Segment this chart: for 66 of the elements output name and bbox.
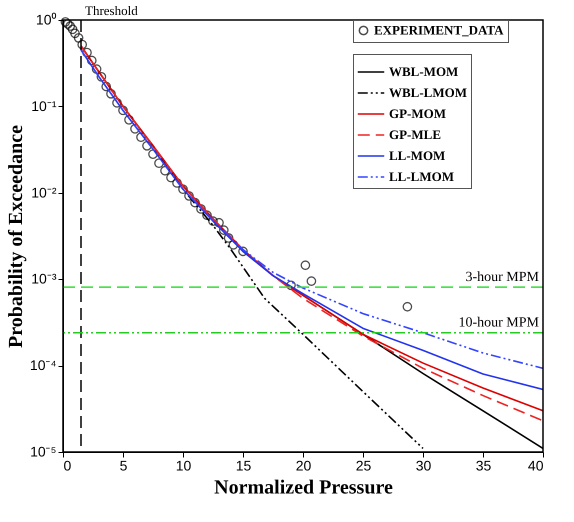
point bbox=[96, 72, 106, 82]
legend-label: GP-MOM bbox=[389, 106, 446, 121]
x-tick-label: 0 bbox=[64, 458, 72, 474]
point bbox=[228, 240, 238, 250]
y-tick-label: 10⁻¹ bbox=[31, 98, 57, 114]
x-tick-label: 25 bbox=[356, 458, 372, 474]
point bbox=[74, 33, 84, 43]
point bbox=[118, 106, 128, 116]
point bbox=[130, 124, 140, 134]
ref-line-label: 3-hour MPM bbox=[465, 270, 540, 286]
legend-label: GP-MLE bbox=[389, 127, 441, 142]
y-tick-label: 10⁻⁵ bbox=[30, 444, 56, 460]
x-axis-title: Normalized Pressure bbox=[214, 476, 393, 498]
ref-line-label: Threshold bbox=[85, 3, 138, 18]
y-tick-label: 10⁻⁴ bbox=[30, 357, 56, 374]
x-tick-label: 5 bbox=[120, 458, 128, 474]
point bbox=[92, 64, 102, 74]
point bbox=[300, 260, 310, 270]
point bbox=[106, 88, 116, 99]
point bbox=[148, 149, 158, 159]
point bbox=[306, 276, 316, 286]
point bbox=[142, 140, 152, 151]
point bbox=[86, 56, 97, 66]
point bbox=[208, 216, 218, 226]
point bbox=[124, 114, 134, 125]
legend-label: LL-LMOM bbox=[389, 169, 454, 184]
point bbox=[112, 98, 122, 108]
point bbox=[218, 225, 229, 235]
point bbox=[160, 166, 170, 176]
point bbox=[224, 233, 234, 243]
x-tick-label: 30 bbox=[416, 458, 432, 474]
point bbox=[154, 158, 164, 168]
point bbox=[196, 204, 206, 214]
x-tick-label: 40 bbox=[528, 458, 544, 474]
point bbox=[172, 178, 182, 188]
legend-label: EXPERIMENT_DATA bbox=[374, 22, 504, 38]
point bbox=[214, 218, 224, 228]
point bbox=[60, 17, 70, 27]
point bbox=[238, 246, 248, 256]
point bbox=[65, 21, 76, 31]
ref-line-label: 10-hour MPM bbox=[458, 316, 540, 331]
x-tick-label: 15 bbox=[236, 458, 252, 474]
point bbox=[166, 172, 176, 182]
x-tick-label: 20 bbox=[296, 458, 312, 474]
point bbox=[402, 302, 412, 312]
x-tick-label: 10 bbox=[176, 458, 192, 474]
legend-label: WBL-LMOM bbox=[389, 85, 467, 100]
point bbox=[101, 82, 112, 92]
point bbox=[190, 198, 200, 208]
point bbox=[178, 184, 188, 194]
y-axis-title: Probability of Exceedance bbox=[4, 124, 27, 348]
x-tick-label: 35 bbox=[476, 458, 492, 474]
point bbox=[77, 40, 88, 50]
y-tick-label: 10⁻² bbox=[31, 184, 57, 200]
point bbox=[184, 191, 194, 201]
point bbox=[82, 48, 92, 58]
point bbox=[68, 24, 78, 34]
y-tick-label: 10⁻³ bbox=[31, 270, 57, 287]
legend-label: LL-MOM bbox=[389, 148, 446, 163]
point bbox=[286, 280, 296, 290]
point bbox=[70, 28, 80, 38]
point bbox=[136, 132, 146, 142]
y-tick-label: 10⁰ bbox=[36, 12, 56, 28]
point bbox=[202, 210, 212, 220]
legend-label: WBL-MOM bbox=[389, 64, 458, 79]
point bbox=[62, 19, 73, 29]
